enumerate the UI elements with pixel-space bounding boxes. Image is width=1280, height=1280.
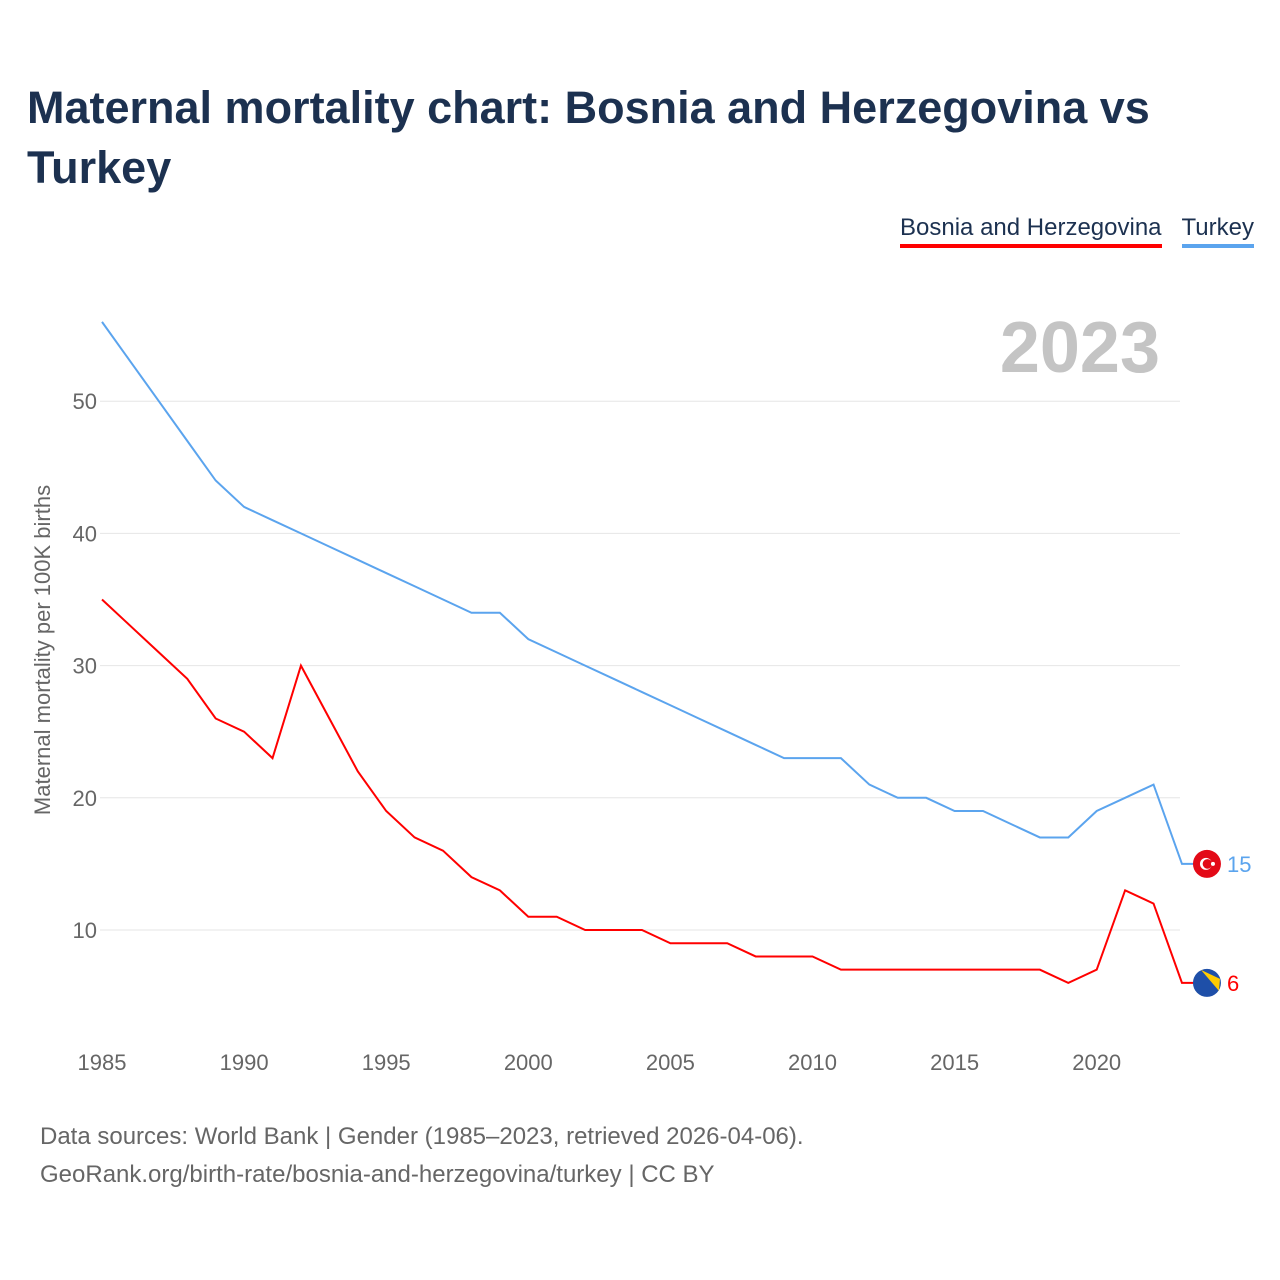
y-tick-label: 10 <box>73 918 97 943</box>
bosnia-flag-triangle <box>1200 969 1220 991</box>
y-tick-label: 20 <box>73 786 97 811</box>
year-label: 2023 <box>1000 308 1160 388</box>
x-tick-label: 2015 <box>930 1050 979 1075</box>
end-value-label: 15 <box>1227 852 1251 877</box>
bosnia-flag-icon <box>1192 968 1221 997</box>
x-tick-label: 1995 <box>362 1050 411 1075</box>
source-line-1: Data sources: World Bank | Gender (1985–… <box>40 1123 804 1150</box>
y-axis-label: Maternal mortality per 100K births <box>30 485 55 815</box>
legend-item-turkey[interactable]: Turkey <box>1181 214 1254 248</box>
source-note: Data sources: World Bank | Gender (1985–… <box>40 1118 804 1194</box>
y-tick-label: 30 <box>73 654 97 679</box>
turkey-flag-star <box>1210 861 1215 866</box>
x-tick-label: 1990 <box>220 1050 269 1075</box>
x-tick-label: 2000 <box>504 1050 553 1075</box>
turkey-flag-crescent-cut <box>1202 859 1213 869</box>
legend-item-bosnia[interactable]: Bosnia and Herzegovina <box>900 214 1162 248</box>
x-tick-label: 2020 <box>1072 1050 1121 1075</box>
x-tick-label: 2005 <box>646 1050 695 1075</box>
y-tick-label: 40 <box>73 521 97 546</box>
x-tick-label: 2010 <box>788 1050 837 1075</box>
source-line-2[interactable]: GeoRank.org/birth-rate/bosnia-and-herzeg… <box>40 1161 715 1188</box>
x-tick-label: 1985 <box>78 1050 127 1075</box>
legend: Bosnia and Herzegovina Turkey <box>900 214 1254 248</box>
series-line-turkey <box>101 321 1204 865</box>
series-line-bosnia <box>101 598 1204 984</box>
page-title: Maternal mortality chart: Bosnia and Her… <box>27 82 1150 193</box>
end-value-label: 6 <box>1227 971 1239 996</box>
y-tick-label: 50 <box>73 389 97 414</box>
